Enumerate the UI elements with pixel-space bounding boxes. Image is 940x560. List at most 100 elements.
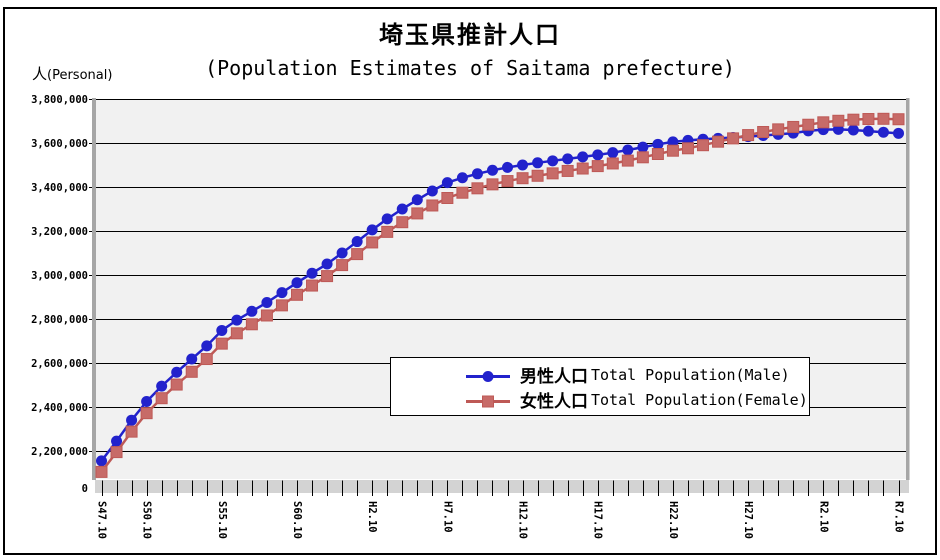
female-data-point xyxy=(636,151,649,164)
male-data-point xyxy=(486,164,498,176)
female-data-point xyxy=(125,425,138,438)
male-data-point xyxy=(261,297,273,308)
legend-label-male-jp: 男性人口 xyxy=(520,367,588,387)
female-data-point xyxy=(336,259,349,272)
male-data-point xyxy=(111,435,123,447)
male-data-point xyxy=(411,194,423,206)
chart-border xyxy=(3,7,937,555)
male-data-point xyxy=(96,455,107,467)
female-data-point xyxy=(787,120,800,133)
male-data-point xyxy=(186,353,198,365)
female-data-point xyxy=(832,114,845,127)
female-data-point xyxy=(155,392,168,405)
female-data-point xyxy=(411,207,424,220)
male-data-point xyxy=(517,159,529,171)
female-data-point xyxy=(456,186,469,199)
legend-label-female-en: Total Population(Female) xyxy=(591,390,808,409)
female-data-point xyxy=(441,192,454,204)
x-axis-tick-label: H17.10 xyxy=(592,501,604,539)
male-data-point xyxy=(607,147,619,159)
y-axis-tick-label: 2,600,000 xyxy=(31,358,88,370)
y-axis-tick-label: 3,000,000 xyxy=(31,270,88,282)
male-data-point xyxy=(847,124,859,136)
female-data-point xyxy=(712,135,725,148)
female-data-point xyxy=(426,199,439,212)
male-data-point xyxy=(141,396,153,407)
male-data-point xyxy=(502,161,514,173)
male-data-point xyxy=(126,414,138,426)
female-data-point xyxy=(306,279,319,292)
female-data-point xyxy=(606,157,619,170)
female-data-point xyxy=(862,113,875,126)
female-data-point xyxy=(651,148,664,160)
female-data-point xyxy=(215,337,228,350)
male-data-point xyxy=(291,277,303,289)
female-data-point xyxy=(260,309,273,322)
male-data-point xyxy=(667,136,679,148)
male-data-point xyxy=(396,203,408,215)
male-data-point xyxy=(893,127,904,139)
female-data-point xyxy=(230,327,243,340)
y-axis-origin-label: 0 xyxy=(82,483,88,495)
female-data-point xyxy=(170,378,183,391)
chart-title: 埼玉県推計人口 xyxy=(379,21,561,49)
female-data-point xyxy=(727,132,740,145)
female-data-point xyxy=(200,353,213,366)
y-axis-unit-label: 人(Personal) xyxy=(32,63,112,84)
y-axis-tick-label: 3,600,000 xyxy=(31,138,88,150)
x-axis-tick-label: H12.10 xyxy=(517,501,529,539)
female-data-point xyxy=(531,169,544,182)
male-data-point xyxy=(862,125,874,137)
female-data-point xyxy=(576,162,589,175)
male-series-marker-icon xyxy=(465,368,511,382)
y-axis-tick-label: 2,800,000 xyxy=(31,314,88,326)
male-data-point xyxy=(216,324,228,336)
female-data-point xyxy=(561,164,574,177)
female-data-point xyxy=(366,236,379,249)
male-data-point xyxy=(306,267,318,279)
female-data-point xyxy=(290,288,303,301)
female-data-point xyxy=(697,139,710,152)
y-axis-tick-label: 2,400,000 xyxy=(31,402,88,414)
male-data-point xyxy=(156,380,168,392)
male-data-point xyxy=(577,151,589,163)
x-axis-tick-label: H2.10 xyxy=(366,501,378,533)
x-axis-tick-label: R7.10 xyxy=(893,501,905,533)
y-axis-bar xyxy=(92,98,96,480)
female-data-point xyxy=(546,167,559,180)
x-axis-tick-label: S55.10 xyxy=(216,501,228,539)
female-data-point xyxy=(802,118,815,131)
y-axis-tick-label: 3,200,000 xyxy=(31,226,88,238)
male-data-point xyxy=(441,177,453,189)
female-data-point xyxy=(757,126,770,138)
legend-item-male: 男性人口 Total Population(Male) xyxy=(391,362,809,387)
male-data-point xyxy=(231,314,243,326)
x-axis-band xyxy=(95,480,909,493)
x-axis-tick-label: H27.10 xyxy=(742,501,754,539)
x-axis-tick-label: S50.10 xyxy=(141,501,153,539)
male-data-point xyxy=(246,305,258,317)
female-data-point xyxy=(621,154,634,167)
x-axis-tick-label: R2.10 xyxy=(817,501,829,533)
male-data-point xyxy=(547,155,559,167)
x-axis-tick-label: S47.10 xyxy=(96,501,108,539)
female-data-point xyxy=(185,365,198,378)
female-data-point xyxy=(351,248,364,261)
female-data-point xyxy=(817,116,830,129)
plot-right-bar xyxy=(906,98,910,480)
female-data-point xyxy=(501,175,514,188)
legend-label-male-en: Total Population(Male) xyxy=(591,365,790,384)
x-axis-tick-label: H22.10 xyxy=(667,501,679,539)
female-data-point xyxy=(772,123,785,136)
plot-background xyxy=(96,99,906,479)
female-data-point xyxy=(245,318,258,331)
chart-subtitle: (Population Estimates of Saitama prefect… xyxy=(205,56,735,80)
female-data-point xyxy=(381,225,394,238)
female-data-point xyxy=(666,144,679,157)
female-data-point xyxy=(591,160,604,173)
y-axis-unit-jp: 人 xyxy=(32,65,48,83)
male-data-point xyxy=(321,258,333,270)
male-data-point xyxy=(456,172,468,184)
female-data-point xyxy=(140,407,153,420)
